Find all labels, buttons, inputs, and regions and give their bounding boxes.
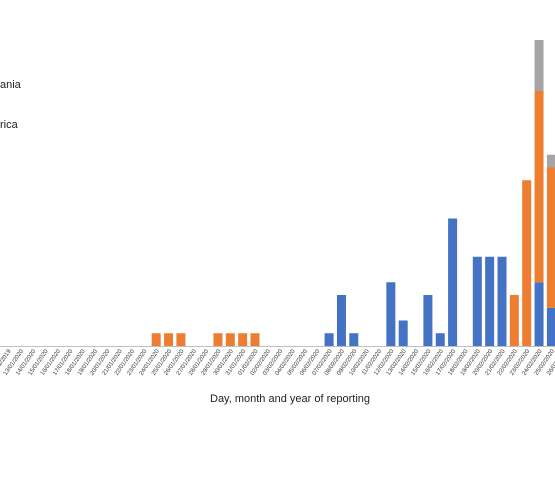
bar-segment xyxy=(534,40,544,91)
bar-segment xyxy=(225,333,235,346)
bar-segment xyxy=(485,256,495,346)
bar-segment xyxy=(546,154,555,168)
legend-entry-label: rica xyxy=(0,119,18,131)
bar-segment xyxy=(435,333,445,346)
bars-layer xyxy=(151,40,555,346)
bar-segment xyxy=(509,295,519,346)
x-axis-title: Day, month and year of reporting xyxy=(210,393,370,405)
bar-segment xyxy=(448,218,458,346)
bar-segment xyxy=(164,333,174,346)
ticks-layer: 31/12/201913/01/202014/01/202015/01/2020… xyxy=(0,348,555,377)
bar-segment xyxy=(497,256,507,346)
bar-segment xyxy=(213,333,223,346)
bar-segment xyxy=(398,320,408,346)
bar-segment xyxy=(546,167,555,308)
legend-entry-label: ania xyxy=(0,79,21,91)
bar-segment xyxy=(151,333,161,346)
bar-segment xyxy=(336,295,346,346)
bar-segment xyxy=(238,333,248,346)
bar-segment xyxy=(423,295,433,346)
bar-segment xyxy=(534,282,544,346)
bar-segment xyxy=(522,180,532,346)
bar-segment xyxy=(546,307,555,346)
bar-segment xyxy=(472,256,482,346)
bar-segment xyxy=(250,333,260,346)
bar-segment xyxy=(386,282,396,346)
bar-segment xyxy=(324,333,334,346)
bar-segment xyxy=(534,91,544,283)
bar-segment xyxy=(349,333,359,346)
bar-segment xyxy=(176,333,186,346)
